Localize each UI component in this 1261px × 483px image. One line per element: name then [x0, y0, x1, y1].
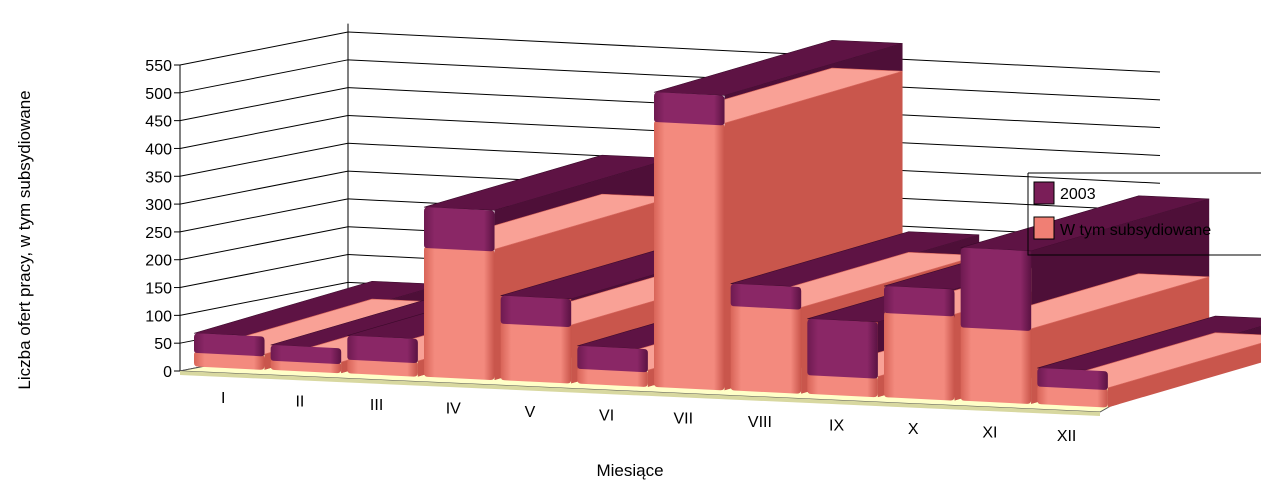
y-tick-label: 100 [145, 308, 172, 325]
x-tick-label: VII [673, 411, 693, 428]
y-tick-label: 500 [145, 86, 172, 103]
bar-front-2003 [500, 295, 572, 328]
grid-line-left [179, 59, 349, 94]
legend-swatch-2003 [1033, 181, 1055, 205]
legend-label-subsydiowane: W tym subsydiowane [1060, 222, 1211, 239]
x-tick-label: III [370, 397, 383, 414]
x-tick-label: V [525, 404, 536, 421]
bar-front-subsydiowane [884, 311, 955, 401]
grid-line-left [179, 114, 349, 149]
bar-front-subsydiowane [194, 351, 265, 370]
bar-group [1037, 315, 1261, 408]
grid-line-back [347, 31, 1161, 73]
y-tick-label: 250 [145, 225, 172, 242]
x-tick-label: IV [446, 400, 461, 417]
bar-front-subsydiowane [730, 304, 802, 394]
bar-front-2003 [347, 335, 418, 364]
y-axis-title: Liczba ofert pracy, w tym subsydiowane [15, 90, 34, 389]
x-tick-label: II [295, 394, 304, 411]
y-tick-label: 200 [145, 253, 172, 270]
grid-line-left [179, 142, 349, 177]
bar-side-subsydiowane-depth [1107, 343, 1261, 408]
grid-line-left [179, 281, 349, 316]
bar-front-2003 [577, 345, 648, 373]
bar-front-2003 [270, 345, 342, 365]
bar-front-2003 [807, 318, 878, 379]
grid-line-left [179, 31, 349, 66]
legend-swatch-subsydiowane [1033, 216, 1055, 240]
grid-line-left [179, 226, 349, 261]
bar-front-2003 [730, 283, 802, 310]
bar-front-subsydiowane [347, 357, 418, 377]
y-tick-label: 0 [163, 364, 172, 381]
y-tick-label: 350 [145, 169, 172, 186]
bar-front-subsydiowane [577, 367, 648, 387]
x-tick-label: VIII [748, 414, 772, 431]
y-tick-label: 400 [145, 141, 172, 158]
bar-front-subsydiowane [500, 321, 572, 384]
x-tick-label: XII [1057, 428, 1077, 445]
y-tick-label: 550 [145, 58, 172, 75]
bar-front-2003 [654, 92, 725, 126]
bar-front-2003 [884, 286, 955, 317]
bar-front-2003 [960, 247, 1032, 331]
legend-frame [1027, 172, 1261, 256]
bars [193, 39, 1261, 408]
x-tick-label: I [221, 390, 225, 407]
y-tick-labels: 0 50 100 150 200 250 300 350 400 450 500 550 [145, 58, 172, 381]
bar-front-subsydiowane [1037, 384, 1108, 408]
bar-front-2003 [194, 333, 265, 357]
grid-line-left [179, 198, 349, 233]
y-tick-label: 150 [145, 281, 172, 298]
legend: 2003 W tym subsydiowane [1027, 172, 1261, 256]
x-tick-label: X [908, 421, 919, 438]
legend-label-2003: 2003 [1060, 186, 1096, 203]
bar-front-2003 [424, 207, 495, 252]
bar-front-subsydiowane [424, 246, 495, 381]
y-tick-label: 50 [154, 336, 172, 353]
y-tick-label: 450 [145, 114, 172, 131]
y-tick-label: 300 [145, 197, 172, 214]
bar-front-subsydiowane [960, 325, 1032, 404]
grid-line-left [179, 254, 349, 289]
x-tick-label: IX [829, 418, 844, 435]
floor-edge [180, 371, 1100, 416]
grid-line-left [179, 87, 349, 122]
bar-group [960, 195, 1210, 404]
bar-front-subsydiowane [654, 120, 725, 391]
x-tick-label: VI [599, 407, 614, 424]
bar-top-2003 [1037, 315, 1261, 372]
category-labels: I II III IV V VI VII VIII IX X XI XII [221, 390, 1076, 445]
grid-line-left [179, 170, 349, 205]
x-axis-title: Miesiące [596, 461, 663, 480]
bar-front-subsydiowane [807, 373, 878, 398]
bar-front-2003 [1037, 368, 1108, 390]
x-tick-label: XI [982, 424, 997, 441]
